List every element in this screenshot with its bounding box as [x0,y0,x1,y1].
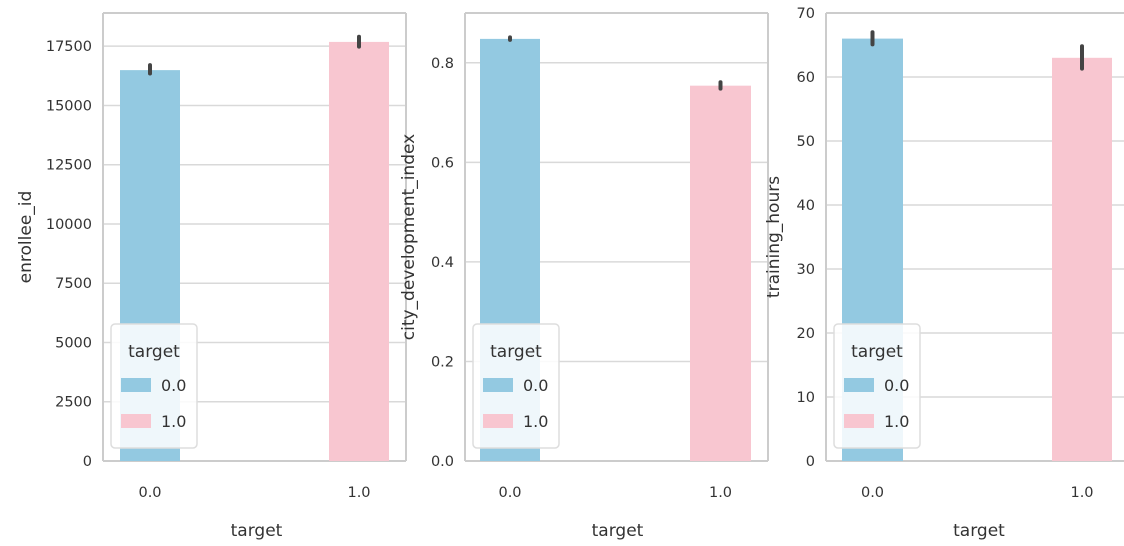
y-tick-label: 0.4 [431,255,454,271]
y-tick-label: 0.0 [431,454,454,470]
legend-entry-label: 1.0 [161,412,186,431]
bar-target-1-0 [1052,57,1112,462]
legend-entry-label: 0.0 [523,376,548,395]
legend-title: target [490,342,542,362]
y-tick-label: 5000 [55,335,92,351]
x-axis-label: target [592,521,644,541]
legend-title: target [128,342,180,362]
chart-city-development-index: 0.0 0.2 0.4 0.6 0.8 0.0 1.0 target city_developm… [399,12,769,541]
legend-title: target [851,342,903,362]
legend-swatch [483,414,513,428]
x-tick-label: 0.0 [861,485,884,501]
legend-swatch [483,378,513,392]
y-tick-label: 0.2 [431,354,454,370]
y-tick-label: 0 [83,454,92,470]
x-tick-label: 0.0 [138,485,161,501]
y-tick-label: 0.8 [431,56,454,72]
y-tick-label: 15000 [46,98,92,114]
y-tick-label: 2500 [55,395,92,411]
y-tick-label: 17500 [46,39,92,55]
legend: target 0.0 1.0 [110,323,198,449]
bar-target-1-0 [329,41,389,461]
x-tick-label: 1.0 [1070,485,1093,501]
y-axis-label: city_development_index [399,134,419,340]
legend-swatch [121,414,151,428]
legend-entry-label: 0.0 [884,376,909,395]
x-axis-label: target [231,521,283,541]
legend: target 0.0 1.0 [833,323,921,449]
y-tick-label: 40 [797,198,815,214]
x-tick-label: 1.0 [347,485,370,501]
y-axis-label: enrollee_id [16,191,36,284]
legend-entry-label: 0.0 [161,376,186,395]
y-tick-label: 70 [797,6,815,22]
legend: target 0.0 1.0 [472,323,560,449]
legend-entry-label: 1.0 [523,412,548,431]
y-tick-label: 0 [806,454,815,470]
y-tick-label: 10 [797,390,815,406]
legend-swatch [844,414,874,428]
x-tick-label: 1.0 [709,485,732,501]
y-tick-label: 7500 [55,276,92,292]
y-tick-label: 30 [797,262,815,278]
legend-swatch [844,378,874,392]
x-tick-label: 0.0 [498,485,521,501]
y-axis-label: training_hours [764,176,784,298]
y-tick-label: 0.6 [431,155,454,171]
y-tick-label: 10000 [46,217,92,233]
y-tick-label: 12500 [46,158,92,174]
x-axis-label: target [953,521,1005,541]
y-tick-label: 20 [797,326,815,342]
chart-training-hours: 0 10 20 30 40 50 60 70 0.0 1.0 target training_hour… [764,6,1124,541]
y-tick-label: 60 [797,70,815,86]
bar-target-1-0 [690,85,751,462]
legend-entry-label: 1.0 [884,412,909,431]
legend-swatch [121,378,151,392]
y-tick-label: 50 [797,134,815,150]
